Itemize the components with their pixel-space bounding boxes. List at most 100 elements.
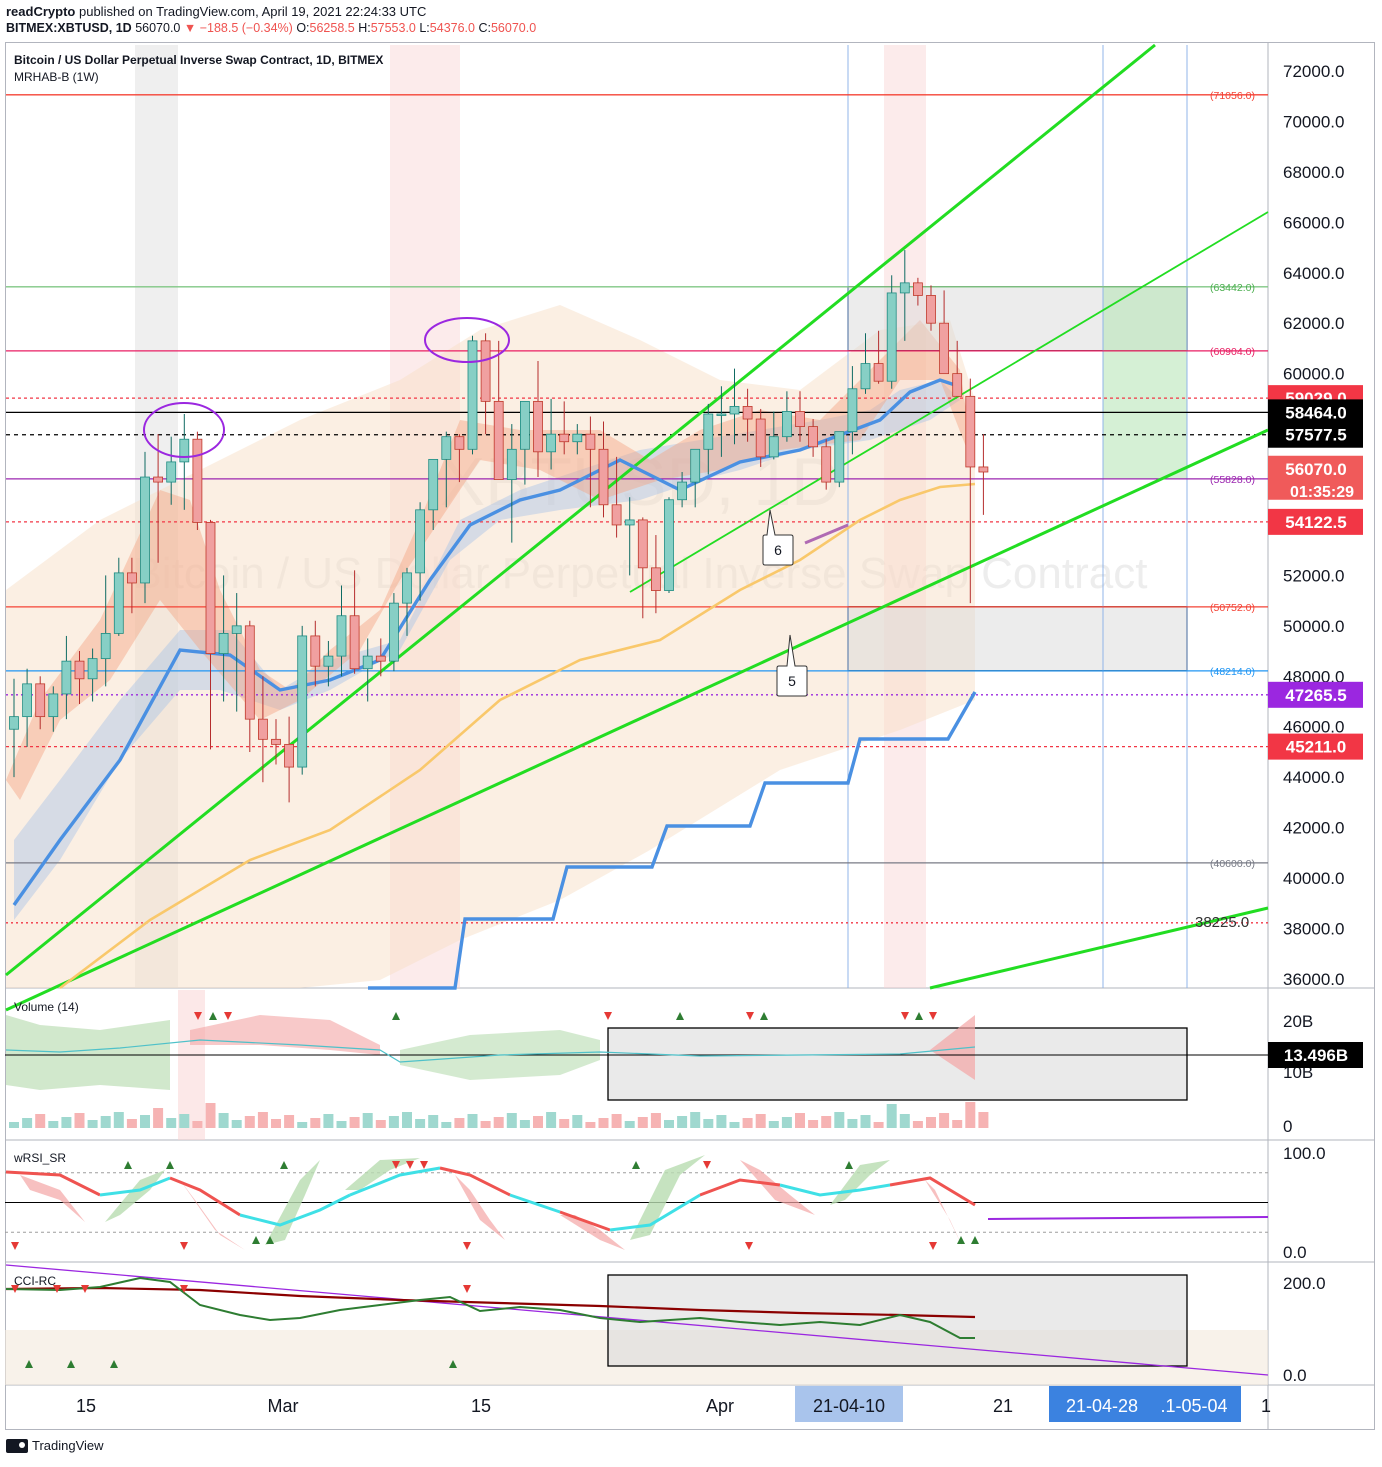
volume-bar	[559, 1119, 570, 1128]
volume-bar	[9, 1122, 19, 1128]
candle	[651, 567, 661, 591]
rsi-band	[630, 1155, 705, 1240]
candle	[690, 448, 701, 483]
candle	[192, 438, 203, 523]
candle	[257, 718, 268, 740]
candle	[952, 373, 963, 397]
level-label: 38225.0	[1195, 914, 1249, 931]
volume-bar	[873, 1122, 884, 1128]
volume-bar	[926, 1117, 936, 1128]
y-tick-label: 42000.0	[1283, 819, 1344, 838]
buy-arrow-icon	[957, 1236, 965, 1244]
volume-bar	[192, 1121, 203, 1128]
volume-bar	[703, 1119, 714, 1128]
y-tick-label: 44000.0	[1283, 768, 1344, 787]
candle	[899, 282, 910, 294]
candle	[100, 633, 111, 660]
x-tick-label: 21	[993, 1396, 1013, 1416]
y-tick-label: 52000.0	[1283, 566, 1344, 585]
candle	[703, 413, 714, 450]
candle	[782, 411, 792, 438]
volume-bar	[585, 1122, 596, 1128]
trendline-4	[929, 906, 1269, 990]
sell-arrow-icon	[81, 1285, 89, 1293]
rsi-band	[345, 1158, 420, 1190]
volume-bar	[87, 1120, 98, 1128]
time-badge-label: .1-05-04	[1160, 1396, 1227, 1416]
volume-bar	[677, 1116, 688, 1128]
candle	[585, 433, 596, 450]
time-badge-label: 21-04-10	[813, 1396, 885, 1416]
y-tick-label: 40000.0	[1283, 869, 1344, 888]
trendline-2	[5, 428, 1269, 1012]
trendline-3	[629, 211, 1269, 593]
candle	[349, 615, 360, 670]
step-line	[368, 691, 977, 990]
candle	[664, 499, 674, 591]
y-tick-label: 38000.0	[1283, 919, 1344, 938]
candle	[598, 448, 609, 506]
volume-bar	[611, 1114, 622, 1128]
wrsi-title: wRSI_SR	[13, 1151, 66, 1165]
y-tick-label: 48000.0	[1283, 667, 1344, 686]
sell-arrow-icon	[929, 1242, 937, 1250]
footer: TradingView	[6, 1438, 104, 1453]
volume-bar	[821, 1116, 832, 1128]
volume-bar	[48, 1121, 59, 1128]
rsi-line	[349, 1166, 441, 1197]
buy-arrow-icon	[449, 1360, 457, 1368]
sell-arrow-icon	[406, 1161, 414, 1169]
callout-box	[776, 634, 808, 697]
y-tick-label: 68000.0	[1283, 163, 1344, 182]
candle	[533, 400, 543, 453]
y-tick-label: 64000.0	[1283, 264, 1344, 283]
sell-marker-icon	[746, 1012, 754, 1020]
volume-bar	[912, 1121, 923, 1128]
volume-bar	[362, 1113, 373, 1128]
volume-bar	[126, 1119, 137, 1128]
cci-line	[5, 1276, 975, 1339]
candle	[22, 683, 33, 718]
buy-arrow-icon	[266, 1236, 274, 1244]
volume-bar	[834, 1112, 845, 1128]
candle	[441, 436, 452, 460]
candle	[729, 406, 740, 415]
volume-bar	[978, 1112, 989, 1128]
volume-bar	[388, 1116, 399, 1128]
buy-arrow-icon	[25, 1360, 33, 1368]
candle	[886, 292, 897, 382]
volume-bar	[781, 1117, 792, 1128]
level-label: (50752.0)	[1210, 602, 1255, 614]
x-tick-label: Apr	[706, 1396, 734, 1416]
support-box	[847, 606, 1188, 672]
candle	[559, 433, 570, 443]
purple-segment	[804, 523, 849, 545]
rsi-band	[20, 1175, 85, 1222]
rsi-line	[239, 1193, 351, 1227]
candle	[913, 282, 923, 296]
volume-bar	[349, 1117, 360, 1128]
price-badge	[1268, 681, 1363, 708]
level-label: (63442.0)	[1210, 282, 1255, 294]
candle	[297, 635, 308, 768]
volume-ma-line	[5, 1039, 976, 1063]
volume-band	[6, 1015, 170, 1090]
buy-arrow-icon	[845, 1161, 853, 1169]
volume-bar	[100, 1116, 111, 1128]
rsi-line	[439, 1166, 511, 1197]
candle	[742, 406, 753, 420]
candle	[926, 295, 936, 324]
sell-arrow-icon	[463, 1285, 471, 1293]
volume-bar	[519, 1120, 530, 1128]
volume-bar	[952, 1120, 963, 1128]
volume-title: Volume (14)	[14, 1000, 79, 1014]
rsi-band	[180, 1180, 245, 1250]
volume-bar	[729, 1122, 740, 1128]
volume-bar	[480, 1121, 491, 1128]
price-badge-label: 54122.5	[1285, 513, 1346, 532]
cci-signal-line	[5, 1286, 976, 1319]
candle	[808, 426, 818, 448]
volume-bar	[808, 1120, 819, 1128]
candle	[716, 413, 727, 416]
